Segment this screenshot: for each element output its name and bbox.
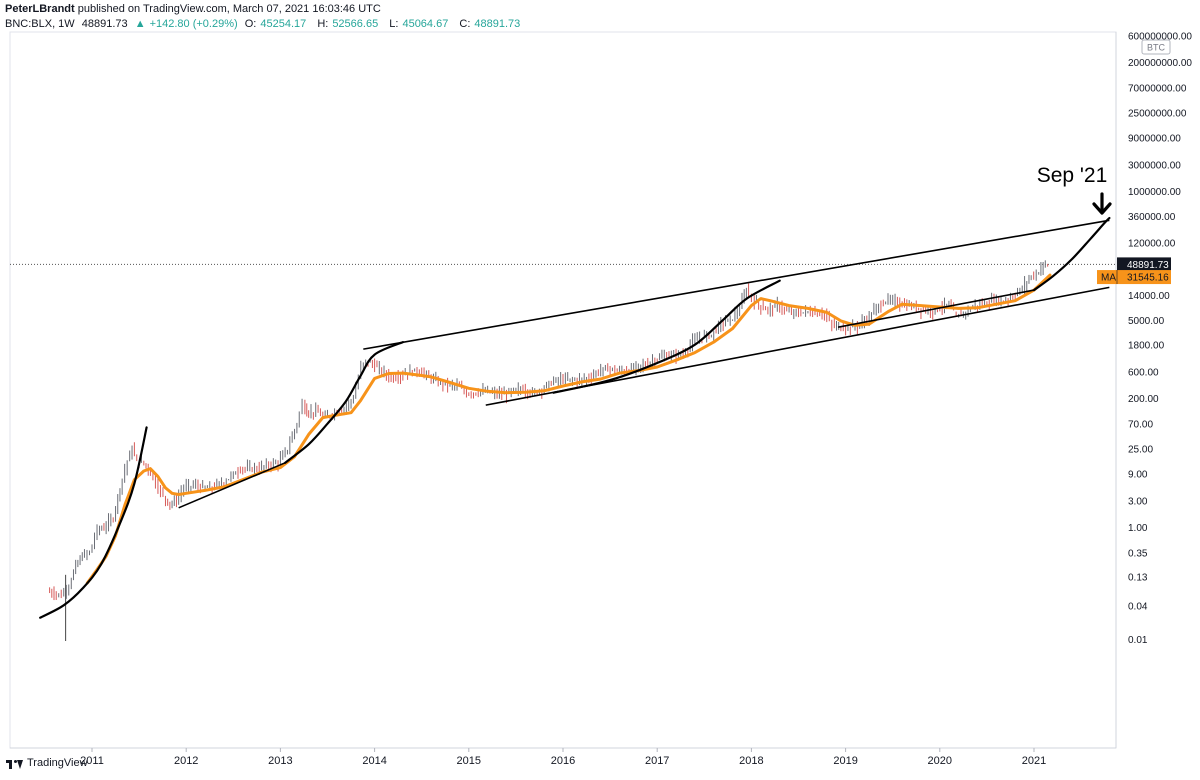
- parabola-2013-curve: [284, 341, 404, 464]
- x-tick-label: 2014: [362, 755, 386, 767]
- y-tick-label: 25.00: [1128, 445, 1153, 456]
- y-tick-label: 200000000.00: [1128, 58, 1192, 69]
- footer: TradingView: [6, 757, 88, 769]
- y-tick-label: 0.13: [1128, 573, 1148, 584]
- published-text: published on TradingView.com, March 07, …: [74, 3, 381, 15]
- y-tick-label: 200.00: [1128, 394, 1159, 405]
- x-tick-label: 2013: [268, 755, 292, 767]
- close-label: C:: [459, 18, 471, 30]
- y-tick-label: 25000000.00: [1128, 109, 1187, 120]
- y-tick-label: 0.01: [1128, 635, 1148, 646]
- footer-brand[interactable]: TradingView: [27, 757, 88, 769]
- tradingview-logo-icon: [6, 758, 23, 769]
- y-tick-label: 600.00: [1128, 367, 1159, 378]
- x-tick-label: 2018: [739, 755, 763, 767]
- y-tick-label: 360000.00: [1128, 212, 1176, 223]
- close-value: 48891.73: [474, 18, 521, 30]
- symbol-label[interactable]: BNC:BLX, 1W: [5, 18, 75, 30]
- legend-line: BNC:BLX, 1W 48891.73 ▲ +142.80 (+0.29%) O…: [5, 18, 528, 30]
- y-tick-label: 70000000.00: [1128, 84, 1187, 95]
- y-tick-label: 3.00: [1128, 496, 1148, 507]
- x-tick-label: 2011: [80, 755, 104, 767]
- ma-tag: [1097, 270, 1171, 285]
- ma-tag-label: MA: [1101, 273, 1116, 284]
- y-tick-label: 0.04: [1128, 601, 1148, 612]
- channel-upper-line: [363, 219, 1110, 350]
- annotation-label: Sep '21: [1037, 164, 1108, 187]
- currency-label: BTC: [1147, 43, 1166, 53]
- last-price-tag-value: 48891.73: [1127, 260, 1169, 271]
- mid-support-2018-line: [837, 289, 1035, 328]
- down-arrow-icon: [1092, 192, 1112, 215]
- y-tick-label: 600000000.00: [1128, 31, 1192, 42]
- high-value: 52566.65: [332, 18, 379, 30]
- x-tick-label: 2016: [551, 755, 575, 767]
- y-tick-label: 3000000.00: [1128, 160, 1181, 171]
- y-tick-label: 120000.00: [1128, 239, 1176, 250]
- low-label: L:: [389, 18, 399, 30]
- open-value: 45254.17: [260, 18, 307, 30]
- parabola-2011-curve: [39, 426, 148, 619]
- y-tick-label: 5000.00: [1128, 316, 1165, 327]
- y-tick-label: 1.00: [1128, 523, 1148, 534]
- support-2012-line: [178, 462, 286, 509]
- x-tick-label: 2020: [928, 755, 952, 767]
- x-tick-label: 2019: [833, 755, 857, 767]
- high-label: H:: [317, 18, 329, 30]
- parabola-2017-curve: [552, 279, 781, 394]
- y-tick-label: 9000000.00: [1128, 134, 1181, 145]
- y-tick-label: 14000.00: [1128, 291, 1170, 302]
- currency-box: [1141, 39, 1171, 55]
- publish-line: PeterLBrandt published on TradingView.co…: [5, 3, 381, 15]
- y-tick-label: 1000000.00: [1128, 187, 1181, 198]
- last-price: 48891.73: [81, 18, 128, 30]
- y-tick-label: 1800.00: [1128, 341, 1165, 352]
- author-name[interactable]: PeterLBrandt: [5, 3, 75, 15]
- x-tick-label: 2015: [457, 755, 481, 767]
- ma-tag-value: 31545.16: [1127, 273, 1169, 284]
- open-label: O:: [244, 18, 257, 30]
- x-tick-label: 2012: [174, 755, 198, 767]
- change-value: +142.80 (+0.29%): [149, 18, 238, 30]
- y-tick-label: 70.00: [1128, 420, 1153, 431]
- low-value: 45064.67: [402, 18, 449, 30]
- x-tick-label: 2021: [1022, 755, 1046, 767]
- x-tick-label: 2017: [645, 755, 669, 767]
- y-tick-label: 0.35: [1128, 549, 1148, 560]
- y-tick-label: 9.00: [1128, 470, 1148, 481]
- moving-average-line: [85, 273, 1052, 585]
- parabola-2021-curve: [1032, 216, 1111, 292]
- change-arrow-icon: ▲: [134, 18, 146, 30]
